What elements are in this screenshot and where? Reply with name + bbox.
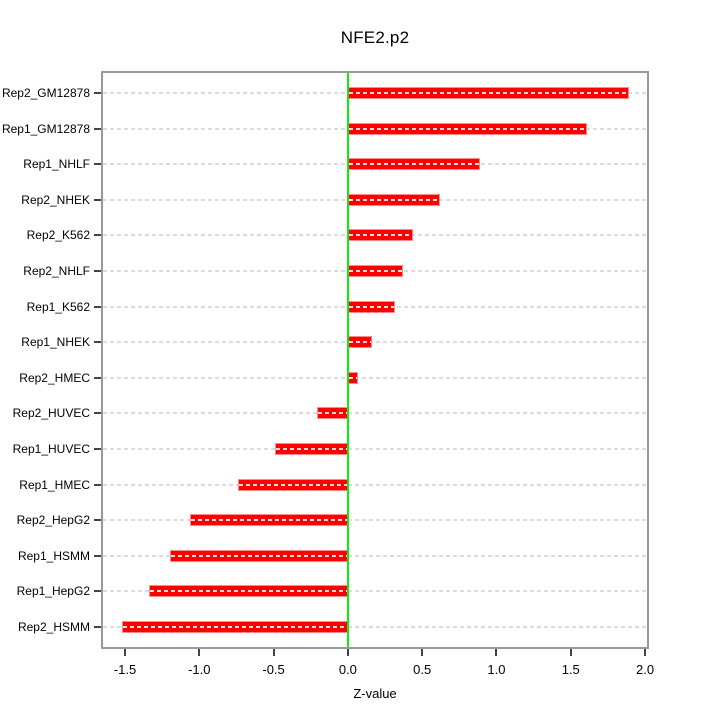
y-label-Rep1_K562: Rep1_K562 [26, 299, 90, 314]
x-tick [569, 649, 572, 656]
y-tick [94, 412, 101, 415]
bar-dash-pattern [348, 305, 395, 308]
bar-Rep1_NHEK [347, 336, 372, 349]
bar-dash-pattern [348, 198, 439, 201]
bar-dash-pattern [191, 519, 347, 522]
y-label-Rep1_HMEC: Rep1_HMEC [19, 477, 90, 492]
bar-Rep1_K562 [347, 300, 396, 313]
y-tick [94, 341, 101, 344]
x-tick-label: 1.0 [487, 662, 506, 677]
bar-Rep2_GM12878 [347, 87, 629, 99]
y-tick [94, 92, 101, 94]
bar-Rep2_NHLF [347, 265, 403, 277]
y-tick [94, 163, 101, 166]
row-gridline [103, 448, 647, 450]
bar-dash-pattern [348, 234, 413, 237]
row-gridline [103, 483, 647, 486]
bar-Rep2_K562 [347, 229, 414, 242]
y-label-Rep2_HepG2: Rep2_HepG2 [16, 513, 90, 528]
y-label-Rep1_GM12878: Rep1_GM12878 [1, 121, 90, 136]
bar-Rep1_HepG2 [148, 585, 348, 598]
bar-Rep2_NHEK [347, 193, 440, 206]
x-tick [421, 649, 424, 656]
y-tick [94, 270, 101, 272]
bar-dash-pattern [348, 163, 480, 166]
bar-Rep2_HSMM [122, 621, 348, 633]
y-label-Rep2_K562: Rep2_K562 [26, 228, 90, 243]
x-tick-label: -1.5 [113, 662, 137, 677]
y-label-Rep1_NHEK: Rep1_NHEK [21, 335, 90, 350]
bar-dash-pattern [348, 376, 358, 379]
zero-line [346, 73, 349, 647]
bar-dash-pattern [170, 554, 347, 557]
row-gridline [103, 554, 647, 557]
row-gridline [103, 519, 647, 522]
x-tick [198, 649, 201, 656]
row-gridline [103, 376, 647, 379]
bar-Rep1_GM12878 [347, 122, 588, 135]
bar-dash-pattern [276, 448, 347, 450]
x-tick-label: 1.5 [561, 662, 580, 677]
bar-dash-pattern [317, 412, 347, 415]
plot-area: Z-value Rep2_GM12878 Rep1_GM12878 Rep1_NHL… [2, 71, 654, 701]
bar-Rep1_HMEC [237, 478, 348, 491]
x-tick-label: -1.0 [188, 662, 211, 677]
y-label-Rep1_HSMM: Rep1_HSMM [17, 548, 90, 563]
y-tick [94, 198, 101, 201]
y-label-Rep1_HUVEC: Rep1_HUVEC [12, 442, 90, 456]
x-tick-label: 0.5 [413, 662, 432, 677]
bar-dash-pattern [123, 626, 347, 628]
y-label-Rep2_HSMM: Rep2_HSMM [17, 620, 90, 634]
y-label-Rep2_NHLF: Rep2_NHLF [23, 264, 90, 278]
y-tick [94, 626, 101, 628]
y-tick [94, 483, 101, 486]
y-tick [94, 590, 101, 593]
y-label-Rep1_HepG2: Rep1_HepG2 [16, 584, 90, 599]
y-tick [94, 554, 101, 557]
y-label-Rep2_GM12878: Rep2_GM12878 [1, 86, 90, 100]
x-tick-label: -0.5 [262, 662, 285, 677]
bar-Rep2_HepG2 [190, 514, 348, 527]
row-gridline [103, 626, 647, 628]
row-gridline [103, 412, 647, 415]
y-tick [94, 448, 101, 450]
x-tick-label: 2.0 [636, 662, 655, 677]
y-tick [94, 305, 101, 308]
x-axis-title: Z-value [353, 686, 397, 701]
x-tick-label: 0.0 [338, 662, 357, 677]
bar-Rep1_NHLF [347, 158, 481, 171]
y-label-Rep2_HMEC: Rep2_HMEC [19, 370, 90, 385]
y-tick [94, 519, 101, 522]
x-tick [495, 649, 498, 656]
y-tick [94, 127, 101, 130]
bar-dash-pattern [149, 590, 347, 593]
bar-Rep1_HUVEC [275, 443, 348, 455]
y-label-Rep1_NHLF: Rep1_NHLF [23, 157, 90, 172]
bar-Rep2_HUVEC [316, 407, 348, 420]
y-label-Rep2_HUVEC: Rep2_HUVEC [12, 406, 90, 421]
chart-title: NFE2.p2 [340, 28, 410, 47]
x-tick [644, 649, 647, 656]
bar-dash-pattern [238, 483, 347, 486]
x-tick [123, 649, 126, 656]
bar-dash-pattern [348, 270, 402, 272]
y-tick [94, 234, 101, 237]
bar-dash-pattern [348, 341, 371, 344]
x-tick [346, 649, 349, 656]
bar-dash-pattern [348, 92, 628, 94]
y-tick [94, 376, 101, 379]
row-gridline [103, 590, 647, 593]
bar-Rep2_HMEC [347, 371, 359, 384]
row-gridline [103, 341, 647, 344]
y-label-Rep2_NHEK: Rep2_NHEK [21, 192, 90, 207]
x-tick [272, 649, 275, 656]
bar-Rep1_HSMM [169, 549, 348, 562]
bar-dash-pattern [348, 127, 587, 130]
